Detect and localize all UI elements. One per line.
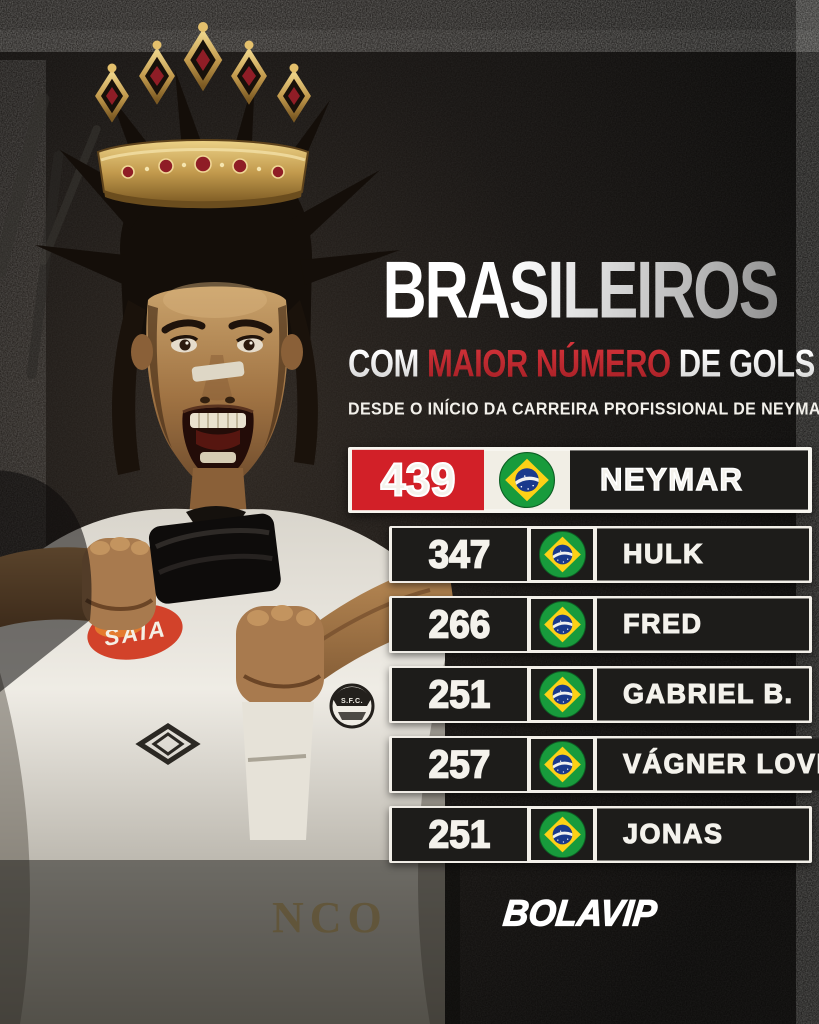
crown-icon — [95, 22, 311, 209]
player-name: FRED — [597, 598, 809, 651]
divider — [527, 599, 531, 650]
brazil-flag-icon — [531, 809, 593, 860]
bolavip-logo: BOLAVIP — [501, 892, 660, 934]
crest-text: S.F.C. — [341, 698, 363, 705]
divider — [527, 669, 531, 720]
title2-suffix: DE GOLS — [670, 341, 816, 386]
divider — [593, 739, 597, 790]
divider — [593, 529, 597, 580]
divider — [593, 599, 597, 650]
brazil-flag-icon — [531, 669, 593, 720]
brazil-flag-icon — [484, 451, 570, 509]
subtitle: DESDE O INÍCIO DA CARREIRA PROFISSIONAL … — [348, 400, 819, 419]
ranking-row-vagner-love: 257 VÁGNER LOVE — [389, 736, 819, 793]
brazil-flag-icon — [531, 739, 593, 790]
neymar-figure: SAIA S.F.C. — [0, 22, 460, 1024]
player-name: HULK — [597, 528, 809, 581]
divider — [527, 739, 531, 790]
goals-value: 257 — [392, 737, 527, 792]
goals-value: 347 — [392, 527, 527, 582]
page-title: BRASILEIROS — [382, 244, 780, 335]
player-name: JONAS — [597, 808, 809, 861]
divider — [527, 529, 531, 580]
ranking-list: 439 NEYMAR 347 HULK 266 — [348, 447, 819, 863]
goals-value: 251 — [392, 807, 527, 862]
page-title-line2: COM MAIOR NÚMERO DE GOLS — [348, 341, 816, 386]
goals-value: 251 — [392, 667, 527, 722]
arms — [0, 513, 456, 840]
player-name: GABRIEL B. — [597, 668, 809, 721]
brazil-flag-icon — [531, 599, 593, 650]
ranking-row-neymar: 439 NEYMAR — [348, 447, 812, 513]
goals-value: 439 — [352, 449, 484, 511]
face — [131, 282, 303, 488]
goals-value: 266 — [392, 597, 527, 652]
santos-crest-icon: S.F.C. — [329, 683, 375, 729]
title-block: BRASILEIROS COM MAIOR NÚMERO DE GOLS DES… — [348, 249, 819, 418]
brazil-flag-icon — [531, 529, 593, 580]
divider — [593, 669, 597, 720]
ranking-row-hulk: 347 HULK — [389, 526, 812, 583]
divider — [593, 809, 597, 860]
umbro-logo-icon — [135, 723, 201, 765]
player-name: VÁGNER LOVE — [597, 738, 819, 791]
title2-highlight: MAIOR NÚMERO — [426, 341, 671, 386]
ranking-row-fred: 266 FRED — [389, 596, 812, 653]
foliage-streaks — [0, 92, 101, 380]
ranking-row-jonas: 251 JONAS — [389, 806, 812, 863]
title2-prefix: COM — [348, 341, 427, 386]
divider — [527, 809, 531, 860]
ranking-row-gabriel: 251 GABRIEL B. — [389, 666, 812, 723]
player-name: NEYMAR — [570, 450, 808, 510]
jersey-bottom-text: NCO — [272, 893, 388, 942]
